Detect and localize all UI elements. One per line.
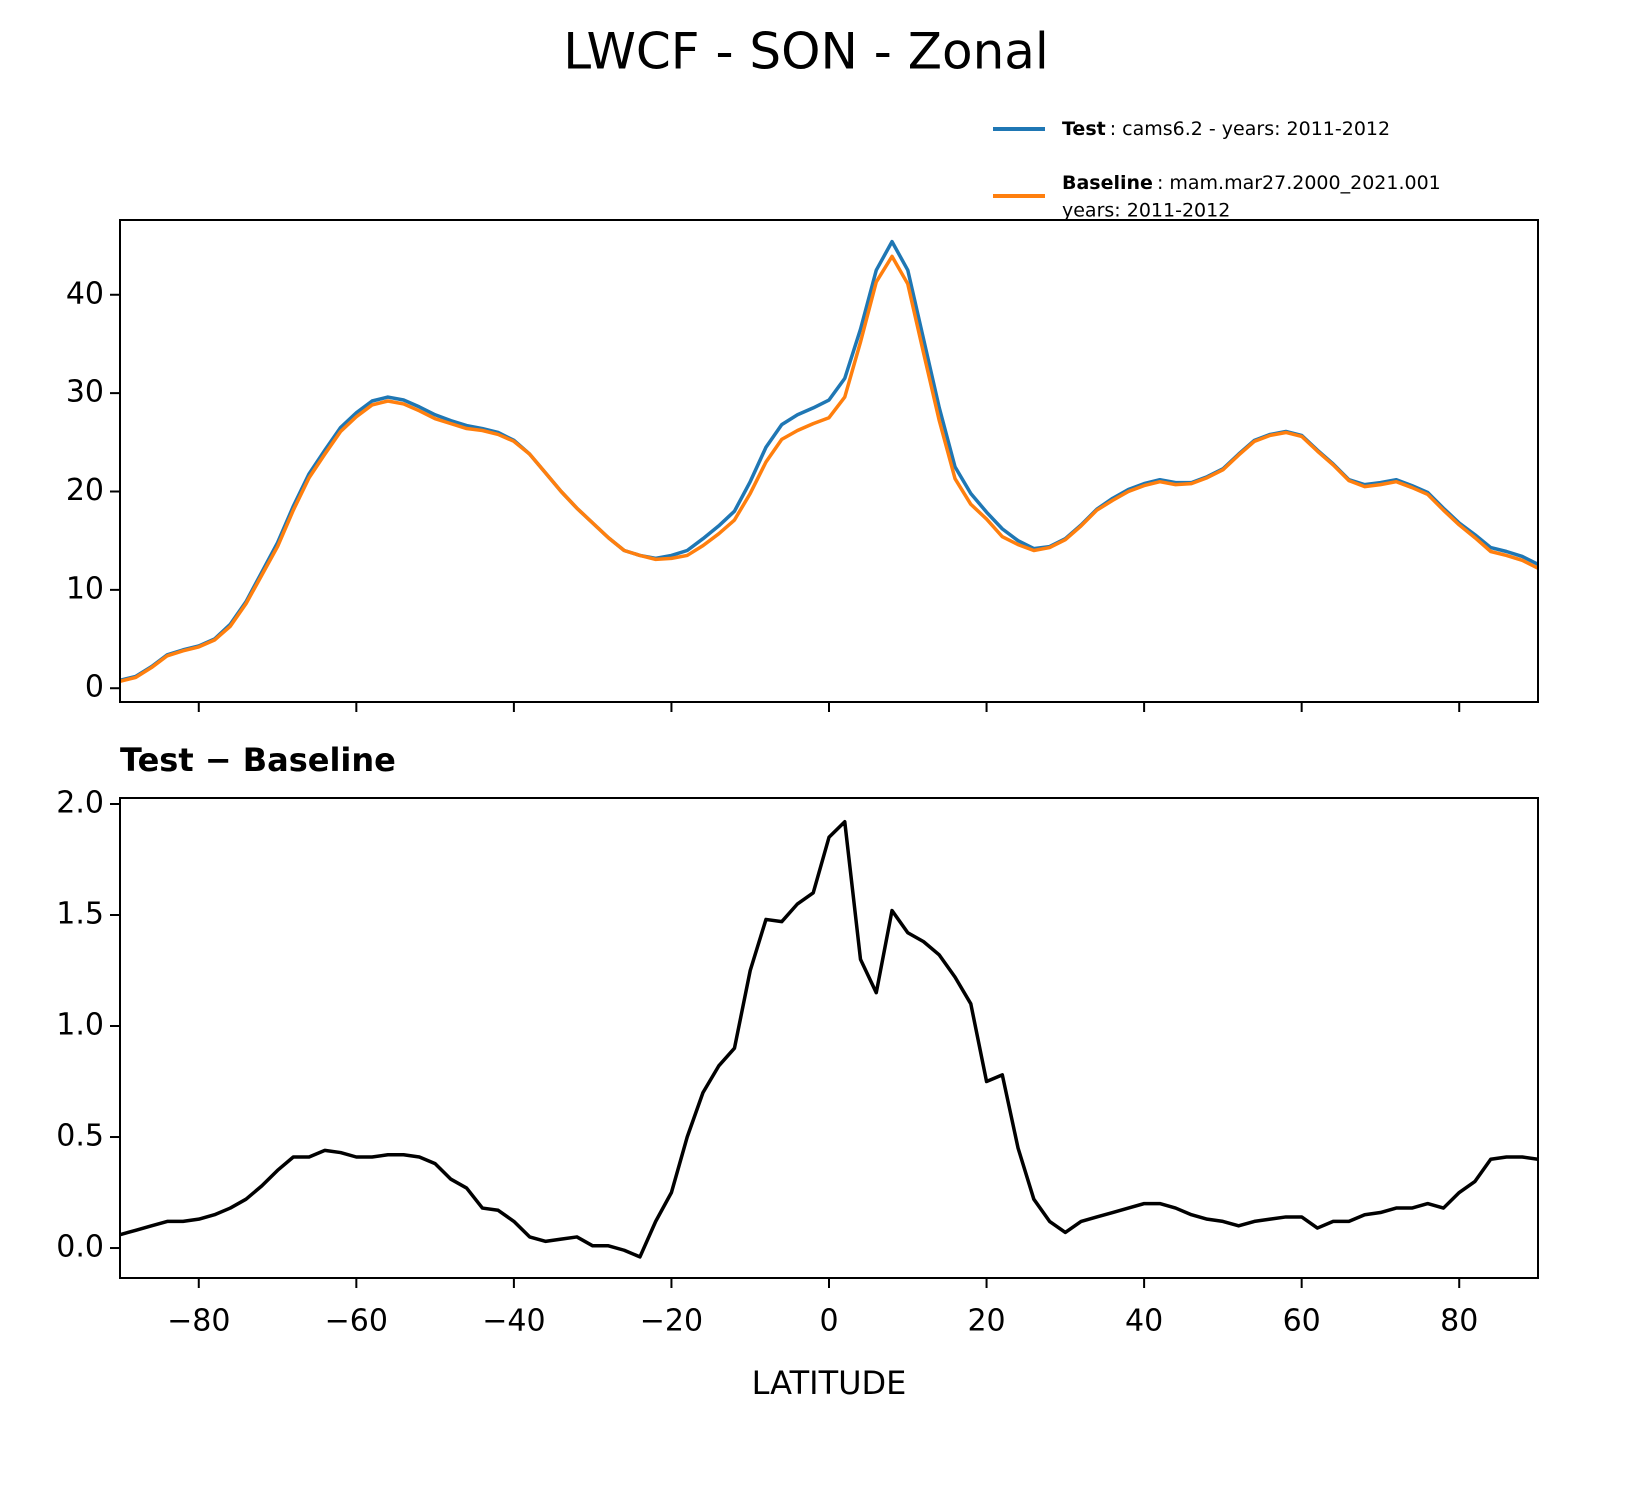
y-tick-label: 10 <box>66 571 104 606</box>
x-tick-label: 60 <box>1283 1304 1321 1339</box>
axes-frame <box>119 797 1539 1279</box>
y-tick-label: 2.0 <box>56 785 104 820</box>
legend-detail: : cams6.2 - years: 2011-2012 <box>1110 118 1390 140</box>
y-tick-label: 0.0 <box>56 1230 104 1265</box>
x-tick-label: 40 <box>1125 1304 1163 1339</box>
x-tick-label: −60 <box>325 1304 388 1339</box>
axes-title: Test − Baseline <box>120 741 396 779</box>
y-tick-label: 30 <box>66 375 104 410</box>
y-tick-label: 20 <box>66 473 104 508</box>
data-line <box>120 820 1538 1259</box>
x-tick-label: −40 <box>482 1304 545 1339</box>
x-tick-label: 0 <box>819 1304 838 1339</box>
legend-detail: years: 2011-2012 <box>1062 200 1230 222</box>
axes-frame <box>119 219 1539 703</box>
legend-name: Baseline <box>1062 172 1153 194</box>
legend-name: Test <box>1062 118 1106 140</box>
data-line <box>120 239 1538 683</box>
x-tick-label: 80 <box>1440 1304 1478 1339</box>
y-tick-label: 40 <box>66 276 104 311</box>
y-tick-label: 1.0 <box>56 1008 104 1043</box>
y-tick-label: 1.5 <box>56 897 104 932</box>
legend-detail: : mam.mar27.2000_2021.001 <box>1157 172 1441 194</box>
x-tick-label: 20 <box>967 1304 1005 1339</box>
legend-label: Baseline: mam.mar27.2000_2021.001 <box>1062 172 1441 194</box>
x-tick-label: −80 <box>167 1304 230 1339</box>
x-tick-label: −20 <box>640 1304 703 1339</box>
y-tick-label: 0 <box>85 670 104 705</box>
legend-label: Test: cams6.2 - years: 2011-2012 <box>1062 118 1390 140</box>
y-tick-label: 0.5 <box>56 1119 104 1154</box>
data-line <box>120 254 1538 684</box>
figure-title: LWCF - SON - Zonal <box>563 23 1049 81</box>
x-axis-label: LATITUDE <box>752 1364 907 1402</box>
